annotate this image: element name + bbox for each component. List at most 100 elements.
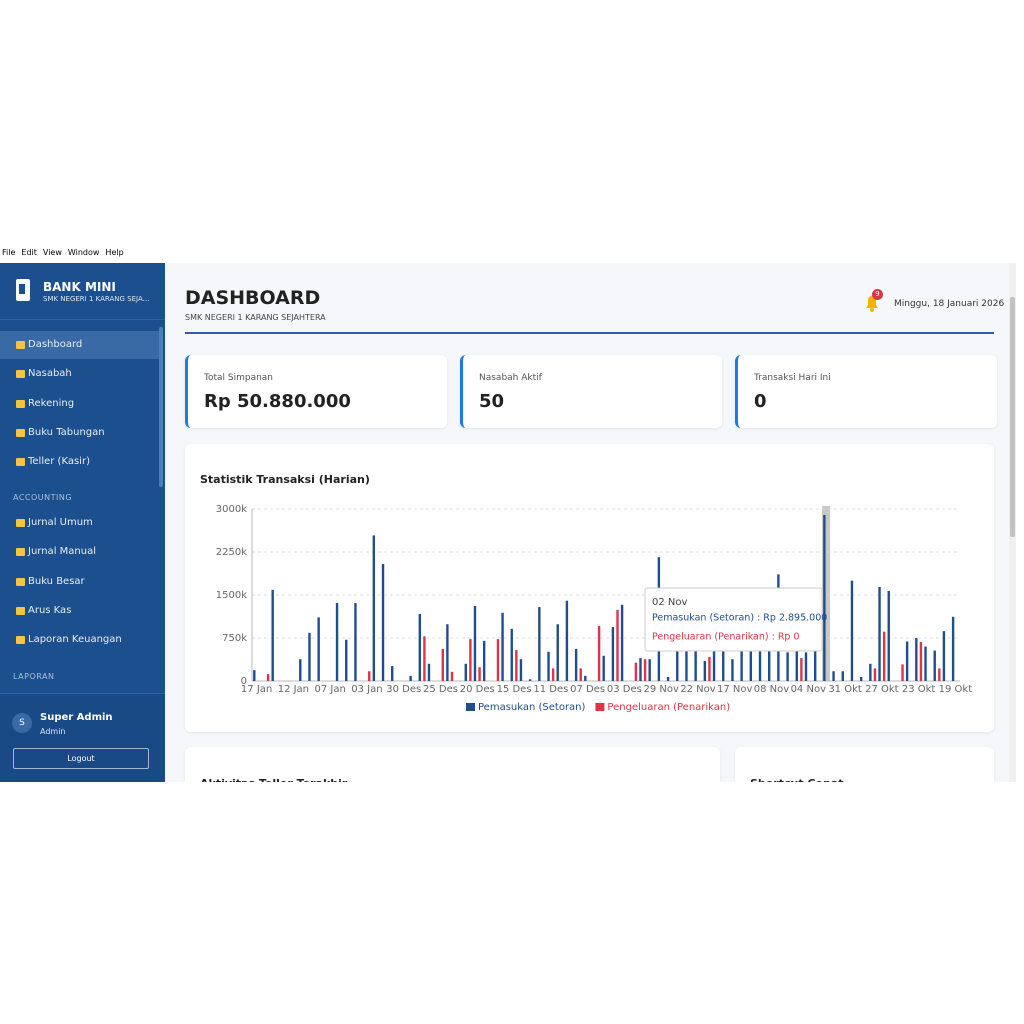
scrollbar [159,327,163,487]
bar [850,580,854,681]
bar [501,612,504,681]
bar [813,646,817,681]
bar [708,656,711,681]
bar [253,670,256,681]
x-tick-label: 17 Nov [717,684,753,695]
bar [620,604,624,681]
bar [703,660,707,681]
bar [722,646,725,681]
bar [266,674,270,681]
menu-item[interactable]: View [42,248,62,257]
x-tick-label: 11 Des [533,684,568,695]
x-tick-label: 27 Okt [865,684,899,695]
scrollbar [1009,263,1016,782]
user-area: S Super Admin Admin Logout [0,693,165,782]
menu-item[interactable]: File [2,248,16,257]
nav-icon [16,341,25,349]
legend-label: Pemasukan (Setoran) [478,702,586,713]
bar [317,617,320,681]
nav-item[interactable]: Laporan Keuangan [0,626,159,654]
bar [345,639,348,681]
bar [639,658,642,681]
nav-label: Buku Besar [28,575,85,587]
bar [391,666,394,681]
header-line [185,332,994,334]
brand: BANK MINI [43,280,116,294]
nav-label: Jurnal Manual [28,546,96,558]
menu-item[interactable]: Help [105,248,124,257]
nav-item[interactable]: Jurnal Manual [0,538,159,566]
nav-item[interactable]: Arus Kas [0,597,159,625]
x-tick-label: 20 Des [460,684,495,695]
nav-item[interactable]: Buku Tabungan [0,419,159,447]
bar [299,659,302,681]
avatar: S [12,713,32,733]
bar [905,641,909,681]
nav-label: Laporan Keuangan [28,634,122,646]
menu-item[interactable]: Window [67,248,100,257]
y-tick-label: 2250k [216,547,247,558]
bar [368,671,371,681]
tooltip-line: Pemasukan (Setoran) : Rp 2.895.000 [652,613,827,624]
bar [942,631,946,681]
x-tick-label: 22 Nov [680,684,716,695]
panel: Aktivitas Teller Terakhir [185,747,720,782]
bar [873,668,877,681]
logout-button[interactable]: Logout [13,748,149,769]
nav-label: Rekening [28,397,75,409]
bar [800,658,803,681]
menu-item[interactable]: Edit [21,248,37,257]
x-tick-label: 04 Nov [791,684,827,695]
x-tick-label: 29 Nov [643,684,679,695]
bar [951,616,955,681]
y-tick-label: 0 [241,676,247,687]
bar [528,679,532,681]
bar [832,671,835,681]
stat-value: 50 [479,391,505,412]
bar [749,640,753,681]
bar [666,676,670,681]
bar [924,646,927,681]
nav-item[interactable]: Buku Besar [0,568,159,596]
y-tick-label: 1500k [216,590,247,601]
bar [446,624,449,681]
bar [887,590,890,681]
bar [381,564,385,681]
nav-label: Arus Kas [28,604,72,616]
bar [823,515,826,681]
bar [602,655,605,681]
legend-label: Pengeluaran (Penarikan) [607,702,730,713]
stat-label: Total Simpanan [204,373,274,383]
bar [786,652,789,681]
bar [354,603,357,681]
bar [450,671,454,681]
bar [611,627,615,681]
badge: 9 [872,289,883,300]
nav-item[interactable]: Jurnal Umum [0,509,159,537]
page-title: DASHBOARD [185,287,321,309]
bar [938,668,941,681]
nav-item[interactable]: Nasabah [0,360,159,388]
bar [804,652,808,681]
nav-item[interactable]: Rekening [0,390,159,418]
nav-label: Nasabah [28,368,72,380]
nav-label: Teller (Kasir) [28,456,90,468]
user-role: Admin [40,727,66,736]
nav-item[interactable]: Teller (Kasir) [0,448,159,476]
bar [372,535,376,681]
nav-item[interactable]: Dashboard [0,331,159,359]
divider [0,319,165,320]
stat-label: Transaksi Hari Ini [754,373,831,383]
tooltip-box [644,587,823,652]
bar [676,640,679,681]
bar [616,609,619,681]
bar [694,646,697,681]
bar [740,646,743,681]
bar [478,667,481,681]
bar [768,640,771,681]
nav-icon [16,606,25,615]
bar [841,671,844,681]
page-subtitle: SMK NEGERI 1 KARANG SEJAHTERA [185,313,326,322]
legend-swatch [466,703,475,711]
x-tick-label: 03 Des [607,684,642,695]
